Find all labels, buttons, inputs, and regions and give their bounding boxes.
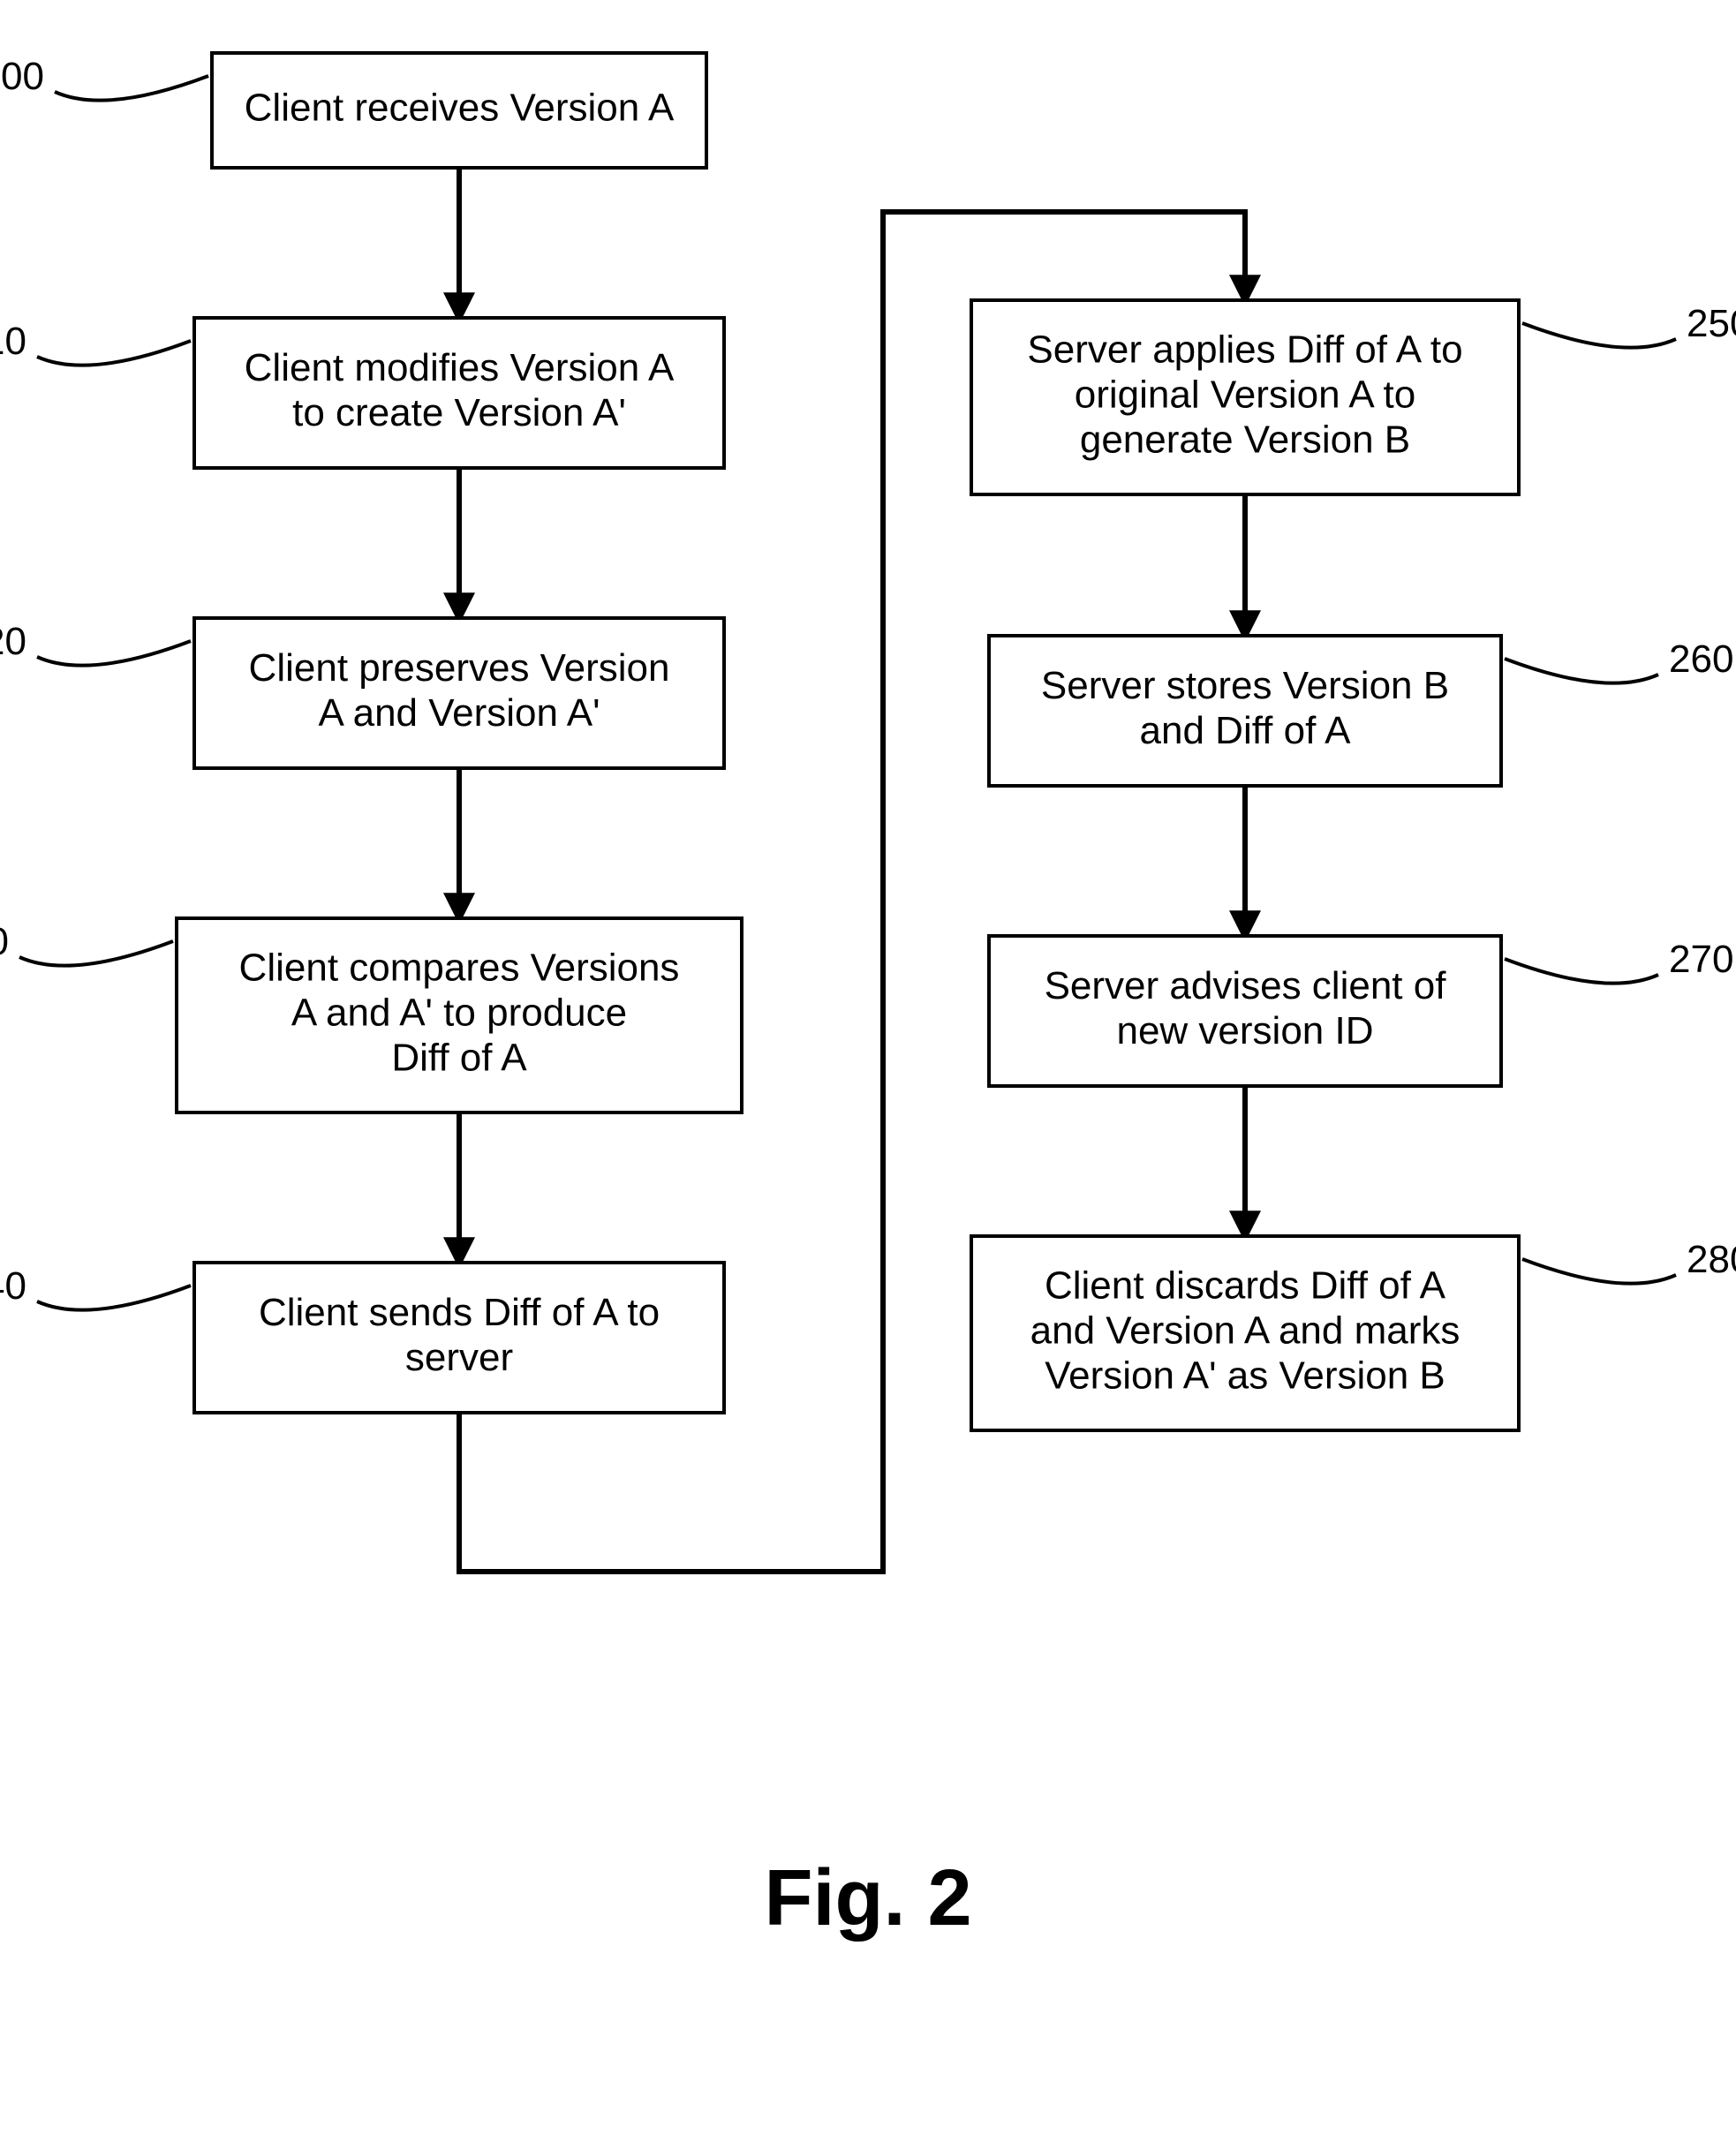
flow-step-210: Client modifies Version Ato create Versi… (0, 318, 724, 468)
figure-caption: Fig. 2 (764, 1854, 971, 1942)
flow-step-label: new version ID (1116, 1009, 1373, 1052)
flow-step-270: Server advises client ofnew version ID 27… (989, 936, 1733, 1086)
flow-step-label: original Version A to (1075, 373, 1415, 417)
flow-step-label: Client preserves Version (249, 646, 670, 690)
flow-step-label: Diff of A (391, 1037, 527, 1080)
flow-step-label: Client discards Diff of A (1045, 1264, 1446, 1308)
ref-number: 270 (1669, 938, 1733, 981)
flow-step-200: Client receives Version A 200 (0, 53, 706, 168)
ref-number: 240 (0, 1264, 26, 1308)
flow-step-label: A and A' to produce (291, 992, 627, 1035)
flow-step-250: Server applies Diff of A tooriginal Vers… (971, 300, 1736, 494)
flowchart-figure: Client receives Version A 200 Client modif… (0, 0, 1736, 2142)
flow-step-280: Client discards Diff of Aand Version A a… (971, 1236, 1736, 1430)
ref-number: 220 (0, 620, 26, 663)
flow-step-label: Client receives Version A (245, 87, 675, 130)
flow-step-label: Version A' as Version B (1045, 1354, 1445, 1398)
ref-number: 200 (0, 55, 44, 98)
flow-step-label: A and Version A' (318, 691, 600, 735)
ref-number: 230 (0, 920, 9, 963)
flow-step-label: Server applies Diff of A to (1027, 328, 1462, 372)
ref-number: 250 (1687, 302, 1736, 345)
flow-step-220: Client preserves VersionA and Version A'… (0, 618, 724, 768)
flow-step-260: Server stores Version Band Diff of A 260 (989, 636, 1733, 786)
flow-step-label: and Version A and marks (1030, 1309, 1461, 1353)
flow-step-label: Server advises client of (1045, 964, 1447, 1007)
flow-step-label: Client compares Versions (239, 947, 680, 990)
nodes-layer: Client receives Version A 200 Client modif… (0, 53, 1736, 1430)
flow-step-label: generate Version B (1080, 419, 1410, 462)
flow-step-label: to create Version A' (292, 391, 626, 434)
flow-step-230: Client compares VersionsA and A' to prod… (0, 918, 742, 1112)
flow-step-240: Client sends Diff of A toserver 240 (0, 1263, 724, 1413)
flow-step-label: Client modifies Version A (245, 346, 675, 389)
ref-number: 280 (1687, 1238, 1736, 1281)
flow-step-label: Server stores Version B (1041, 664, 1449, 707)
flow-step-label: Client sends Diff of A to (259, 1291, 660, 1334)
ref-number: 260 (1669, 637, 1733, 681)
ref-number: 210 (0, 320, 26, 363)
flow-step-label: and Diff of A (1140, 709, 1352, 752)
flow-step-label: server (405, 1336, 513, 1379)
